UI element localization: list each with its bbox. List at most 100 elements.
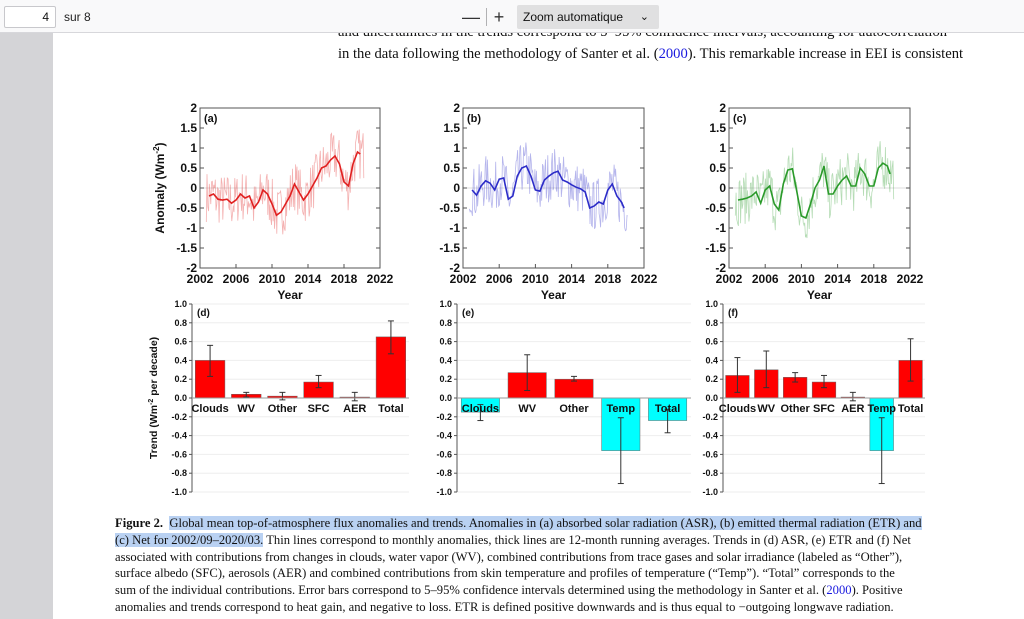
y-tick-label: -0.2: [702, 412, 718, 422]
category-label: Other: [559, 403, 589, 415]
y-tick-label: -2: [186, 261, 197, 275]
running-average-line: [471, 164, 625, 210]
category-label: Temp: [867, 403, 896, 415]
y-tick-label: 0.5: [443, 161, 460, 175]
caption-highlight: Global mean top-of-atmosphere flux anoma…: [169, 516, 922, 530]
superscript: -2: [152, 146, 161, 154]
y-tick-label: -0.8: [702, 468, 718, 478]
x-tick-label: 2002: [716, 272, 743, 286]
figure-2: 2 1.5 1 0.5 0 -0.5 -1 -1.5 -2 2002 2006 2010 2014 201…: [148, 101, 925, 497]
caption-line-6: anomalies and trends correspond to heat …: [115, 599, 894, 614]
trend-panel-f: 1.0 0.8 0.6 0.4 0.2 0.0 -0.2 -0.4 -0.6 -0.8 -1.0 Cl…: [702, 299, 925, 497]
category-label: Other: [780, 403, 810, 415]
y-tick-label: -0.2: [171, 412, 187, 422]
caption-line-2: (c) Net for 2002/09–2020/03. Thin lines …: [115, 532, 1015, 549]
y-tick-label: -0.2: [436, 412, 452, 422]
zoom-out-button[interactable]: —: [462, 7, 480, 27]
x-tick-label: 2018: [331, 272, 358, 286]
y-tick-label: 0.6: [705, 337, 718, 347]
y-tick-label: 0.0: [705, 393, 718, 403]
y-tick-label: 0: [719, 181, 726, 195]
category-label: Temp: [607, 403, 636, 415]
page-number-input[interactable]: 4: [4, 6, 56, 28]
panel-label: (b): [467, 113, 481, 125]
body-text-span: ). This remarkable increase in EEI is co…: [687, 46, 964, 62]
category-label: Other: [268, 403, 298, 415]
panel-label: (c): [733, 113, 747, 125]
y-tick-label: -1.0: [171, 487, 187, 497]
y-tick-label: -0.4: [436, 431, 452, 441]
caption-line-4: surface albedo (SFC), aerosols (AER) and…: [115, 566, 895, 581]
chevron-down-icon: ⌄: [639, 11, 649, 23]
x-axis-label: Year: [541, 288, 567, 302]
y-tick-label: 0.0: [174, 393, 187, 403]
monthly-anomaly-line: [734, 141, 895, 239]
x-axis-label: Year: [807, 288, 833, 302]
x-tick-label: 2010: [522, 272, 549, 286]
category-label: WV: [237, 403, 255, 415]
x-axis-label: Year: [277, 288, 303, 302]
y-tick-label: 0.6: [439, 337, 452, 347]
trend-panel-d: 1.0 0.8 0.6 0.4 0.2 0.0 -0.2 -0.4 -0.6 -0.8 -1.0 Cl…: [148, 299, 409, 497]
zoom-select[interactable]: Zoom automatique ⌄: [517, 5, 659, 29]
y-tick-label: 0.5: [180, 161, 197, 175]
y-tick-label: 0.6: [174, 337, 187, 347]
y-tick-label: 1: [719, 141, 726, 155]
category-label: Total: [655, 403, 680, 415]
caption-text: sum of the individual contributions. Err…: [115, 583, 827, 598]
toolbar-separator: [486, 8, 487, 26]
paren: ): [153, 142, 167, 146]
caption-text: ). Positive: [851, 583, 903, 598]
y-tick-label: 0.2: [174, 374, 187, 384]
x-tick-label: 2006: [223, 272, 250, 286]
y-tick-label: 1: [453, 141, 460, 155]
y-tick-label: -1.5: [439, 241, 460, 255]
y-tick-label: -0.4: [702, 431, 718, 441]
y-tick-label: 0: [190, 181, 197, 195]
x-tick-label: 2022: [897, 272, 924, 286]
x-tick-label: 2010: [788, 272, 815, 286]
y-tick-label: 0.4: [439, 355, 452, 365]
x-tick-label: 2022: [367, 272, 394, 286]
y-tick-label: 0.5: [709, 161, 726, 175]
figure-caption: Figure 2. Global mean top-of-atmosphere …: [115, 515, 1015, 616]
y-tick-label: 2: [453, 101, 460, 115]
x-tick-label: 2014: [824, 272, 851, 286]
body-text-line-2: in the data following the methodology of…: [338, 46, 963, 63]
y-tick-label: -0.5: [705, 201, 726, 215]
label-rest: per decade): [148, 337, 160, 399]
caption-line-5: sum of the individual contributions. Err…: [115, 582, 1015, 599]
y-tick-label: -0.5: [176, 201, 197, 215]
caption-label: Figure 2.: [115, 516, 164, 530]
citation-link[interactable]: 2000: [658, 46, 688, 62]
y-tick-label: 0.8: [439, 318, 452, 328]
category-label: SFC: [308, 403, 330, 415]
zoom-select-value: Zoom automatique: [523, 10, 624, 24]
citation-link[interactable]: 2000: [826, 583, 852, 598]
y-tick-label: -1: [449, 221, 460, 235]
y-tick-label: 0: [453, 181, 460, 195]
trend-panel-e: 1.0 0.8 0.6 0.4 0.2 0.0 -0.2 -0.4 -0.6 -0.8 -1.0 Cl…: [436, 299, 691, 497]
y-tick-label: 1.0: [705, 299, 718, 309]
panel-label: (d): [197, 308, 210, 319]
monthly-anomaly-line: [205, 129, 365, 235]
y-tick-label: -1.5: [705, 241, 726, 255]
category-label: Clouds: [462, 403, 499, 415]
y-tick-label: 1.0: [439, 299, 452, 309]
zoom-in-button[interactable]: +: [493, 7, 505, 27]
y-tick-label: 1.5: [180, 121, 197, 135]
running-average-line: [737, 162, 891, 220]
y-tick-label: -0.6: [171, 449, 187, 459]
caption-text: Thin lines correspond to monthly anomali…: [263, 532, 911, 547]
y-tick-label: 0.4: [705, 355, 718, 365]
y-axis-label: Trend (Wm-2 per decade): [148, 337, 160, 459]
y-tick-label: -0.6: [436, 449, 452, 459]
running-average-line: [208, 150, 361, 217]
x-tick-label: 2002: [450, 272, 477, 286]
pdf-toolbar: 4 sur 8 — + Zoom automatique ⌄: [0, 0, 1024, 33]
y-tick-label: -0.4: [171, 431, 187, 441]
category-label: Clouds: [719, 403, 756, 415]
